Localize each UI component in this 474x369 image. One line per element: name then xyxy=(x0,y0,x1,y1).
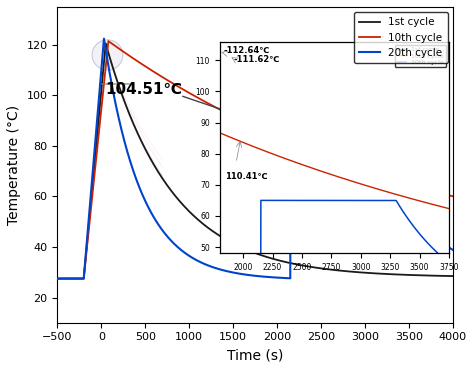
1st cycle xyxy=(350,270,356,274)
10th cycle xyxy=(312,150,318,155)
20th cycle xyxy=(350,182,356,186)
20th cycle xyxy=(380,182,385,186)
10th cycle xyxy=(106,39,111,43)
X-axis label: Time (s): Time (s) xyxy=(227,348,283,362)
10th cycle xyxy=(127,54,132,58)
Ellipse shape xyxy=(92,40,123,70)
10th cycle xyxy=(55,276,60,281)
20th cycle xyxy=(101,37,107,41)
1st cycle xyxy=(103,41,109,46)
20th cycle xyxy=(127,156,132,161)
10th cycle xyxy=(450,194,456,199)
20th cycle xyxy=(312,182,318,186)
1st cycle xyxy=(292,262,298,266)
Line: 1st cycle: 1st cycle xyxy=(57,44,453,279)
20th cycle xyxy=(450,248,456,252)
1st cycle xyxy=(312,265,318,270)
1st cycle xyxy=(127,112,132,116)
Line: 10th cycle: 10th cycle xyxy=(57,41,453,279)
10th cycle xyxy=(206,101,211,106)
Text: 104.51℃: 104.51℃ xyxy=(105,82,182,97)
10th cycle xyxy=(350,164,356,168)
1st cycle xyxy=(380,272,385,276)
Legend: 1st cycle, 10th cycle, 20th cycle: 1st cycle, 10th cycle, 20th cycle xyxy=(354,12,448,63)
20th cycle xyxy=(206,263,211,268)
1st cycle xyxy=(55,276,60,281)
10th cycle xyxy=(380,174,385,179)
10th cycle xyxy=(292,142,298,146)
1st cycle xyxy=(450,274,456,278)
20th cycle xyxy=(292,182,298,186)
Line: 20th cycle: 20th cycle xyxy=(57,39,453,279)
20th cycle xyxy=(55,276,60,281)
1st cycle xyxy=(206,226,211,230)
Y-axis label: Temperature (°C): Temperature (°C) xyxy=(7,105,21,225)
